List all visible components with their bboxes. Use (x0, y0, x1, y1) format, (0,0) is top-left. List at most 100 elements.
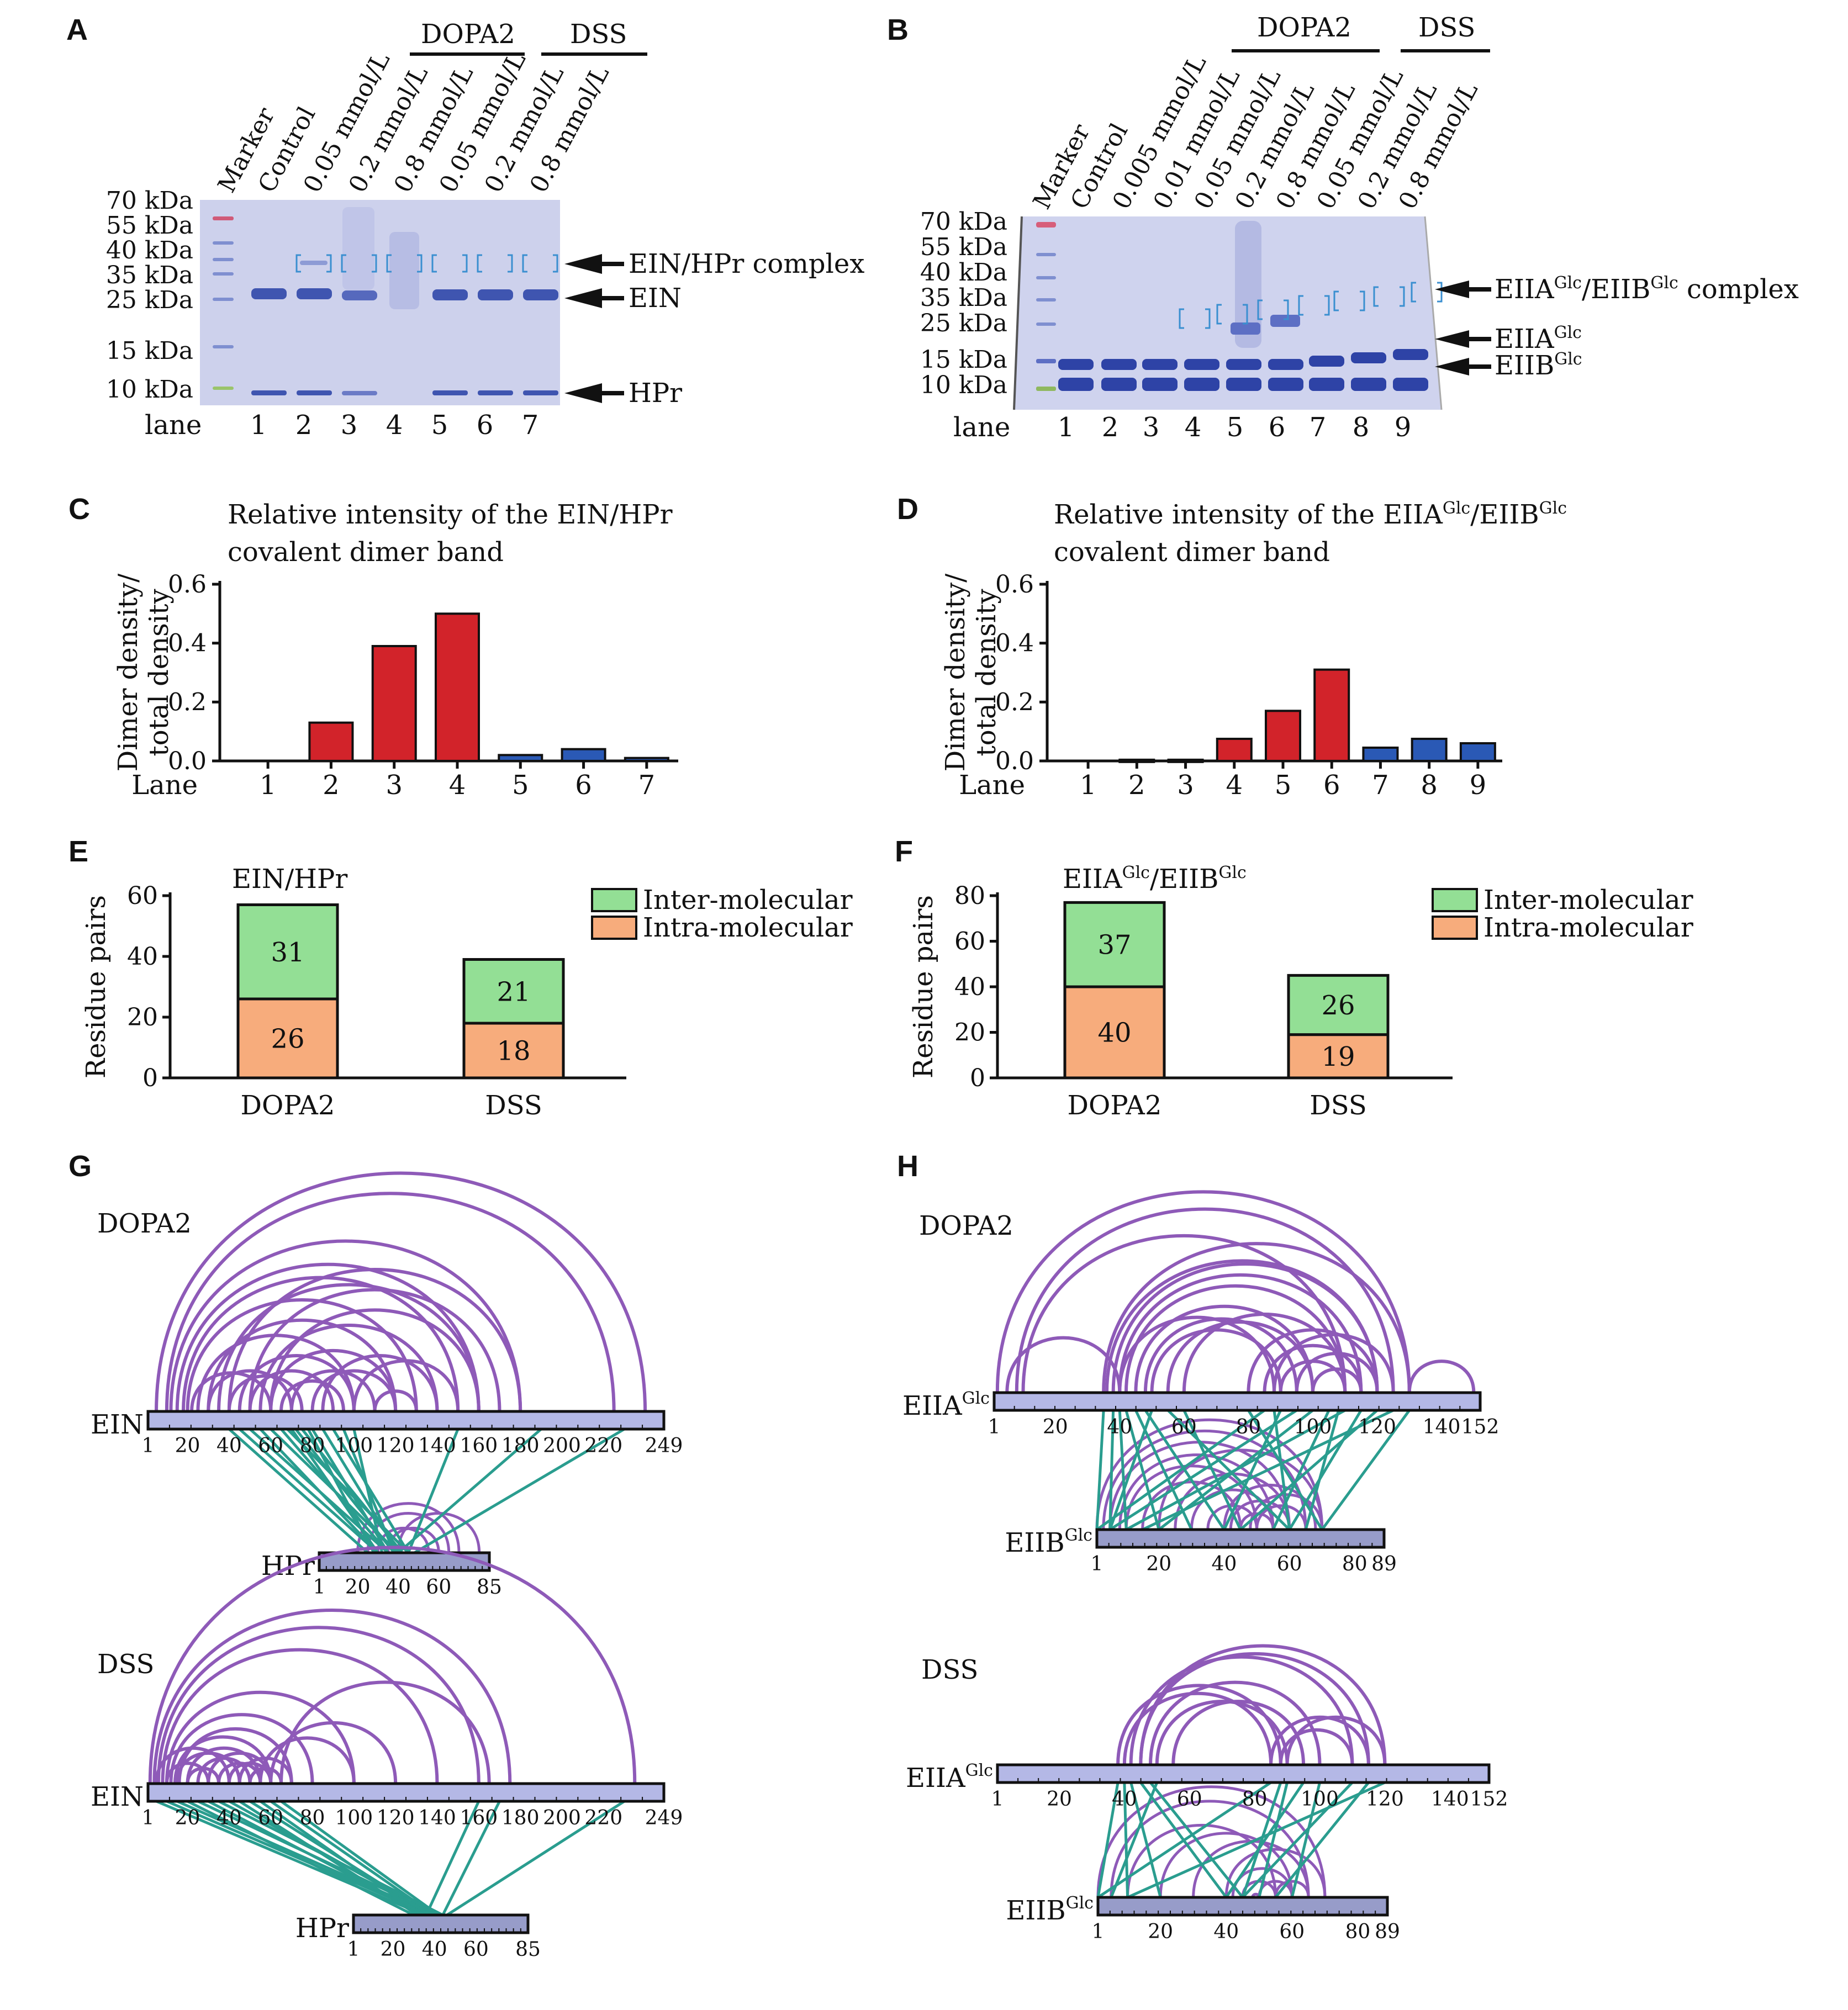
residue-number-label: 1 (142, 1435, 155, 1457)
marker-label-10: 10 kDa (106, 375, 193, 404)
marker-label-35: 35 kDa (106, 261, 193, 289)
residue-number-label: 85 (515, 1938, 541, 1961)
bracket-right (462, 254, 468, 273)
gel-a-dimer-brackets (295, 254, 558, 273)
lane-number: 1 (250, 410, 267, 441)
inter-link (1166, 1409, 1291, 1531)
stacked-bar-segment (236, 997, 339, 1080)
residue-number-label: 120 (1366, 1788, 1404, 1811)
chart-e-title: EIN/HPr (232, 864, 347, 895)
lane-number: 5 (431, 410, 448, 441)
inter-link (1273, 1410, 1291, 1530)
residue-number-label: 20 (1148, 1921, 1173, 1943)
residue-number-label: 160 (460, 1807, 498, 1829)
band-dimer (1270, 315, 1300, 327)
residue-number-label: 20 (1146, 1553, 1171, 1575)
intra-link-arc (175, 1262, 481, 1412)
intra-link-arc (995, 1190, 1411, 1393)
y-tick-label: 0.2 (168, 688, 207, 716)
lane-header-labels: Marker Control 0.05 mmol/L 0.2 mmol/L 0.… (213, 47, 615, 197)
lane-header-labels: Marker Control 0.005 mmol/L 0.01 mmol/L … (1028, 50, 1483, 214)
x-axis-label: Lane (959, 770, 1025, 801)
residue-number-label: 85 (477, 1576, 502, 1599)
inter-link (1125, 1409, 1346, 1531)
bracket-left (522, 254, 527, 273)
marker-label-25: 25 kDa (920, 309, 1007, 337)
residue-number-label: 80 (300, 1807, 325, 1829)
inter-link (1290, 1782, 1321, 1898)
stacked-bar-segment (1287, 974, 1390, 1036)
residue-number-label: 180 (501, 1807, 540, 1829)
gel-edge-left (1013, 216, 1023, 410)
intra-link-arc (1224, 1848, 1327, 1898)
residue-number-label: 140 (418, 1807, 456, 1829)
intra-link-arc (1206, 1504, 1259, 1530)
gel-b-smear (1235, 221, 1261, 348)
inter-link (1129, 1782, 1162, 1898)
x-tick-label: 7 (638, 770, 656, 801)
y-tick-label: 0.2 (995, 688, 1034, 716)
intra-link-arc (1110, 1800, 1310, 1898)
y-tick-label: 0.4 (995, 630, 1034, 658)
residue-number-label: 89 (1375, 1921, 1400, 1943)
stacked-bar-segment (462, 1022, 565, 1080)
residue-number-label: 60 (1177, 1788, 1202, 1811)
x-tick-label: 7 (1372, 770, 1389, 801)
intra-link-arc (279, 1680, 491, 1784)
lane-number: 3 (341, 410, 358, 441)
lane-number: 6 (477, 410, 494, 441)
residue-number-label: 20 (175, 1807, 200, 1829)
y-tick-label: 40 (127, 943, 158, 971)
band-eiia (1309, 356, 1344, 367)
legend-swatch (591, 888, 637, 912)
inter-link (1096, 1409, 1265, 1531)
residue-number-label: 20 (381, 1938, 406, 1961)
intra-link-arc (186, 1766, 221, 1784)
intra-link-arc (186, 1746, 262, 1784)
lane-number: 4 (1185, 412, 1202, 443)
band-eiia (1184, 359, 1219, 370)
x-tick-label: 2 (1128, 770, 1145, 801)
segment-value-label: 19 (1321, 1041, 1355, 1072)
residue-number-label: 152 (1470, 1788, 1508, 1811)
bar (498, 754, 543, 763)
inter-link (446, 1800, 625, 1917)
residue-number-label: 220 (584, 1807, 622, 1829)
band-eiib (1058, 378, 1094, 391)
protein-label: EIIAGlc (902, 1389, 990, 1421)
band-eiia (1226, 359, 1261, 370)
legend-label: Inter-molecular (643, 885, 853, 916)
x-tick-label: 1 (260, 770, 277, 801)
intra-link-arc (1273, 1333, 1395, 1393)
intra-link-arc (1255, 1504, 1307, 1530)
bracket-right (1324, 295, 1330, 316)
group-label-dss: DSS (1418, 12, 1475, 43)
segment-value-label: 26 (271, 1024, 304, 1055)
residue-number-label: 100 (1294, 1416, 1332, 1438)
intra-link-arc (1096, 1785, 1327, 1898)
intra-link-arc (152, 1609, 512, 1784)
segment-value-label: 21 (497, 976, 530, 1007)
intra-link-arc (1166, 1320, 1314, 1393)
legend-swatch (1432, 888, 1478, 912)
group-label-dopa2: DOPA2 (421, 19, 515, 50)
x-tick-label: 4 (449, 770, 466, 801)
y-axis-label-line1: Dimer density/ (113, 573, 144, 771)
y-tick-label: 0 (142, 1064, 158, 1092)
intra-link-arc (1279, 1728, 1354, 1765)
residue-number-label: 100 (335, 1435, 373, 1457)
intra-link-arc (1407, 1360, 1476, 1393)
bracket-left (477, 254, 482, 273)
inter-link (1109, 1409, 1298, 1531)
intra-link-arc (248, 1288, 501, 1412)
intra-link-arc (207, 1369, 293, 1412)
residue-number-label: 80 (1235, 1416, 1261, 1438)
band-arrows-b (1435, 281, 1491, 375)
y-tick-label: 20 (954, 1019, 985, 1047)
residue-number-label: 152 (1461, 1416, 1499, 1438)
band-dimer (1231, 322, 1260, 335)
y-tick-label: 40 (954, 973, 985, 1001)
